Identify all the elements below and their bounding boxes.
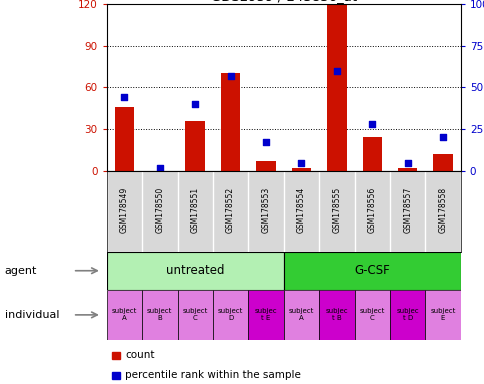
Bar [432, 154, 452, 171]
Text: GSM178551: GSM178551 [190, 187, 199, 233]
Text: subject
B: subject B [147, 308, 172, 321]
Text: GSM178555: GSM178555 [332, 187, 341, 233]
Text: GSM178553: GSM178553 [261, 187, 270, 233]
Bar [106, 252, 283, 290]
Text: GSM178550: GSM178550 [155, 187, 164, 233]
Text: untreated: untreated [166, 264, 224, 277]
Text: subjec
t E: subjec t E [254, 308, 277, 321]
Text: G-CSF: G-CSF [354, 264, 389, 277]
Bar [283, 252, 460, 290]
Point [438, 134, 446, 141]
Text: subjec
t B: subjec t B [325, 308, 348, 321]
Text: subject
A: subject A [111, 308, 137, 321]
Text: GSM178554: GSM178554 [296, 187, 305, 233]
Bar [185, 121, 205, 171]
Bar [424, 290, 460, 340]
Text: GSM178558: GSM178558 [438, 187, 447, 233]
Bar [397, 168, 417, 171]
Point [297, 159, 305, 166]
Text: subjec
t D: subjec t D [395, 308, 418, 321]
Point [226, 73, 234, 79]
Text: GSM178549: GSM178549 [120, 187, 129, 233]
Bar [142, 290, 177, 340]
Bar [318, 290, 354, 340]
Bar [212, 290, 248, 340]
Bar [326, 5, 346, 171]
Bar [291, 168, 311, 171]
Point [120, 94, 128, 101]
Text: GSM178556: GSM178556 [367, 187, 376, 233]
Point [368, 121, 376, 127]
Text: count: count [125, 350, 154, 360]
Text: subject
D: subject D [217, 308, 243, 321]
Point [155, 164, 163, 170]
Text: agent: agent [5, 266, 37, 276]
Point [403, 159, 410, 166]
Text: percentile rank within the sample: percentile rank within the sample [125, 370, 301, 380]
Bar [283, 290, 318, 340]
Bar [256, 161, 275, 171]
Text: GSM178552: GSM178552 [226, 187, 235, 233]
Point [261, 139, 269, 146]
Bar [362, 137, 381, 171]
Text: individual: individual [5, 310, 59, 320]
Bar [389, 290, 424, 340]
Text: GSM178557: GSM178557 [402, 187, 411, 233]
Point [332, 68, 340, 74]
Title: GDS2959 / 243836_at: GDS2959 / 243836_at [210, 0, 356, 3]
Bar [220, 73, 240, 171]
Bar [354, 290, 389, 340]
Text: subject
C: subject C [359, 308, 384, 321]
Bar [114, 107, 134, 171]
Point [191, 101, 198, 107]
Bar [106, 290, 142, 340]
Text: subject
C: subject C [182, 308, 208, 321]
Bar [248, 290, 283, 340]
Text: subject
E: subject E [429, 308, 455, 321]
Text: subject
A: subject A [288, 308, 314, 321]
Bar [177, 290, 212, 340]
